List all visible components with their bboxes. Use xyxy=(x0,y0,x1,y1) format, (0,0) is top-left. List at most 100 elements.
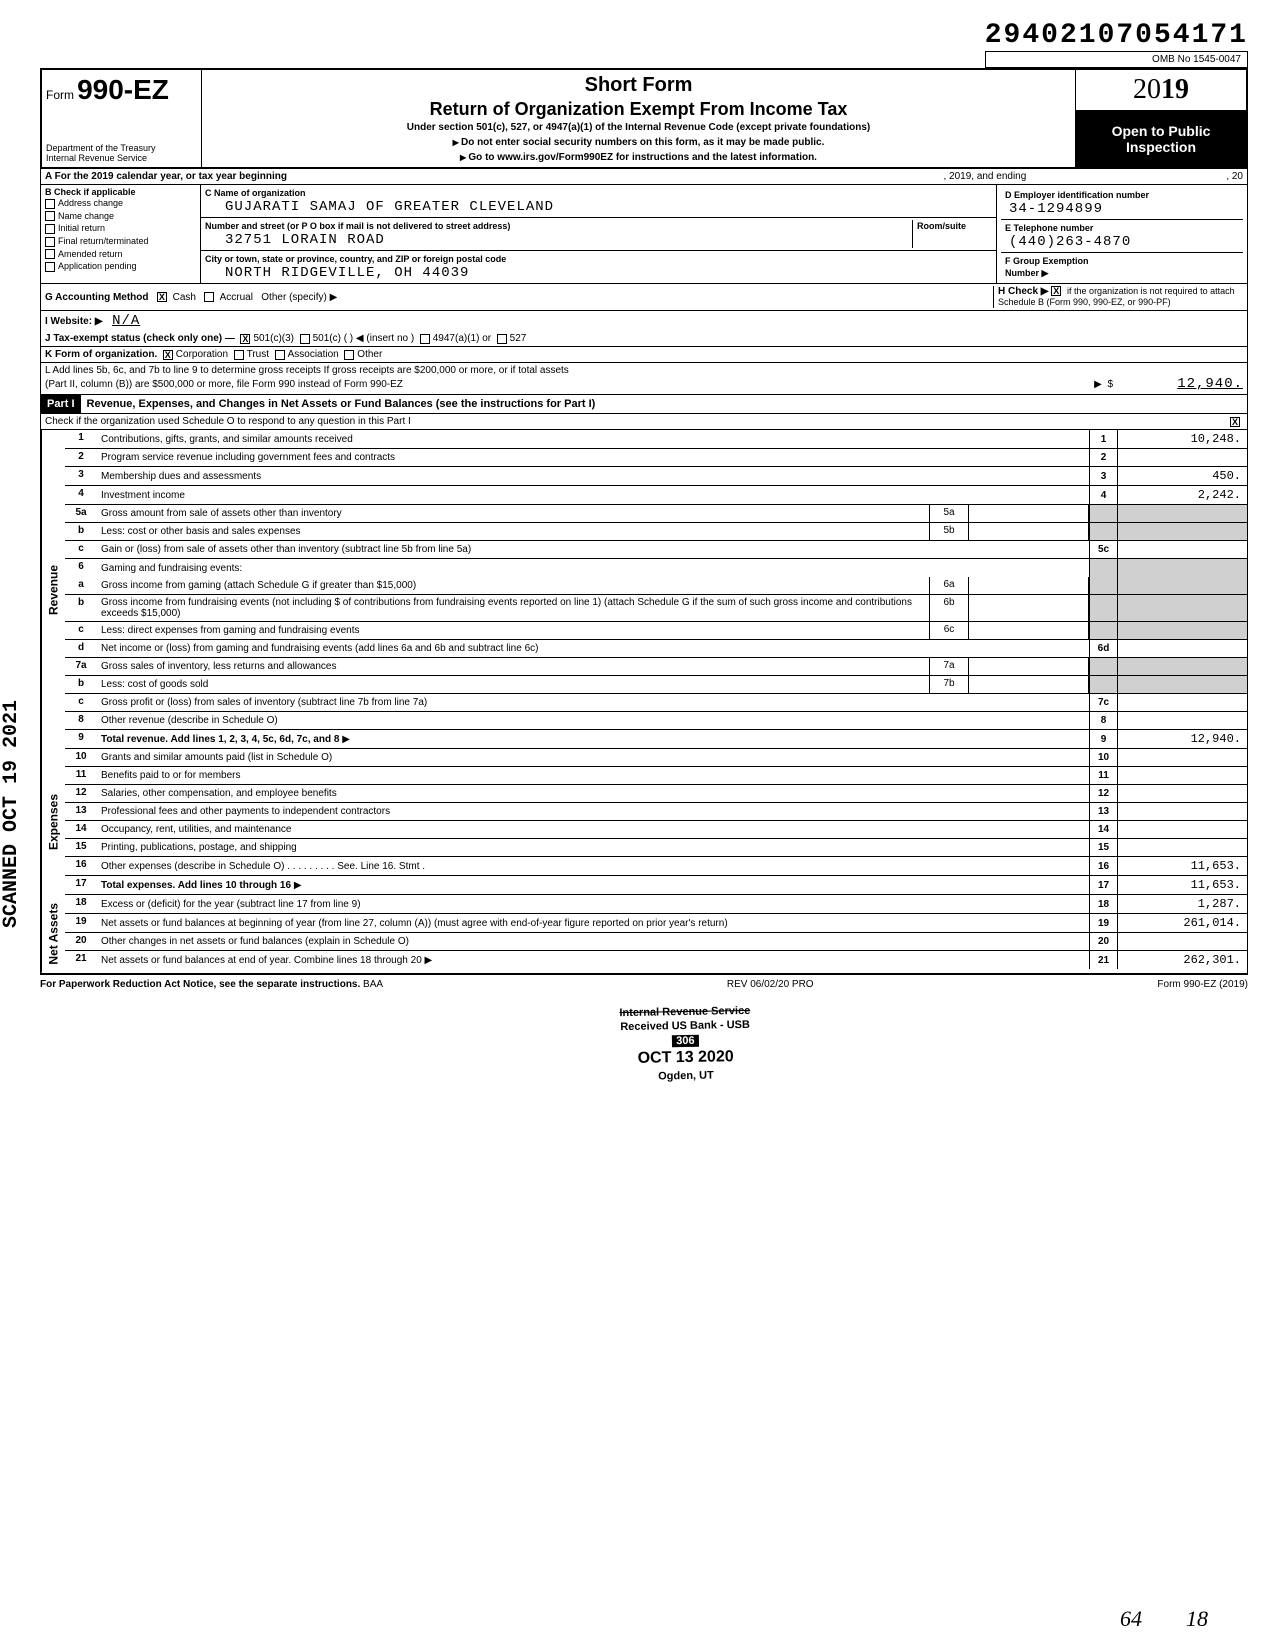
chk-assoc[interactable] xyxy=(275,350,285,360)
title-box: Short Form Return of Organization Exempt… xyxy=(202,70,1076,167)
l-value: 12,940. xyxy=(1113,376,1243,392)
line-12-desc: Salaries, other compensation, and employ… xyxy=(97,785,1089,802)
g-other: Other (specify) ▶ xyxy=(261,292,337,303)
row-a-end: , 20 xyxy=(1226,171,1243,182)
line-20-desc: Other changes in net assets or fund bala… xyxy=(97,933,1089,950)
line-5a-box: 5a xyxy=(929,505,969,522)
row-a-mid: , 2019, and ending xyxy=(943,171,1026,182)
h-label: H Check ▶ xyxy=(998,286,1048,297)
section-def: D Employer identification number 34-1294… xyxy=(997,185,1247,283)
section-b: B Check if applicable Address change Nam… xyxy=(41,185,201,283)
page-foot-right: 18 xyxy=(1186,1606,1208,1631)
row-a-label: A For the 2019 calendar year, or tax yea… xyxy=(45,171,287,182)
j-opt3: 527 xyxy=(510,333,527,344)
chk-527[interactable] xyxy=(497,334,507,344)
chk-part1[interactable] xyxy=(1230,417,1240,427)
line-16-val: 11,653. xyxy=(1117,857,1247,875)
line-17-val: 11,653. xyxy=(1117,876,1247,894)
org-street: 32751 LORAIN ROAD xyxy=(205,232,385,248)
line-6c-box: 6c xyxy=(929,622,969,639)
chk-cash[interactable] xyxy=(157,292,167,302)
chk-final[interactable]: Final return/terminated xyxy=(45,235,196,248)
line-9-desc: Total revenue. Add lines 1, 2, 3, 4, 5c,… xyxy=(101,734,339,745)
part1-title: Revenue, Expenses, and Changes in Net As… xyxy=(81,396,602,412)
scanned-stamp: SCANNED OCT 19 2021 xyxy=(0,700,23,928)
line-5c-val xyxy=(1117,541,1247,558)
irs-l5: Ogden, UT xyxy=(620,1068,751,1085)
chk-h[interactable] xyxy=(1051,286,1061,296)
row-i: I Website: ▶ N/A xyxy=(40,311,1248,331)
part1-label: Part I xyxy=(41,395,81,413)
omb-box: OMB No 1545-0047 xyxy=(985,51,1248,68)
line-17-desc: Total expenses. Add lines 10 through 16 xyxy=(101,880,291,891)
f-label: F Group Exemption xyxy=(1005,256,1089,266)
year-box: 2019 xyxy=(1076,70,1246,111)
line-15-val xyxy=(1117,839,1247,856)
chk-initial[interactable]: Initial return xyxy=(45,222,196,235)
chk-501c3[interactable] xyxy=(240,334,250,344)
expenses-side-label: Expenses xyxy=(41,749,65,895)
chk-other[interactable] xyxy=(344,350,354,360)
chk-501c[interactable] xyxy=(300,334,310,344)
line-4-val: 2,242. xyxy=(1117,486,1247,504)
page-foot: 64 18 xyxy=(1120,1606,1208,1632)
subtitle: Under section 501(c), 527, or 4947(a)(1)… xyxy=(210,122,1067,133)
chk-name[interactable]: Name change xyxy=(45,210,196,223)
line-6a-box: 6a xyxy=(929,577,969,594)
c-addr-label: Number and street (or P O box if mail is… xyxy=(205,221,510,231)
j-opt1: 501(c) ( ) ◀ (insert no ) xyxy=(313,333,415,344)
row-g-h: G Accounting Method Cash Accrual Other (… xyxy=(40,284,1248,311)
irs-l4: OCT 13 2020 xyxy=(620,1047,751,1070)
main-title: Return of Organization Exempt From Incom… xyxy=(210,99,1067,120)
section-c: C Name of organization GUJARATI SAMAJ OF… xyxy=(201,185,997,283)
ein-value: 34-1294899 xyxy=(1005,201,1103,217)
line-7b-box: 7b xyxy=(929,676,969,693)
line-8-desc: Other revenue (describe in Schedule O) xyxy=(97,712,1089,729)
chk-accrual[interactable] xyxy=(204,292,214,302)
footer-baa: BAA xyxy=(363,979,383,990)
c-city-label: City or town, state or province, country… xyxy=(205,254,506,264)
chk-4947[interactable] xyxy=(420,334,430,344)
line-21-desc: Net assets or fund balances at end of ye… xyxy=(101,955,422,966)
line-11-val xyxy=(1117,767,1247,784)
line-6d-desc: Net income or (loss) from gaming and fun… xyxy=(97,640,1089,657)
chk-address[interactable]: Address change xyxy=(45,197,196,210)
line-6-desc: Gaming and fundraising events: xyxy=(97,559,1089,577)
footer-form: Form 990-EZ (2019) xyxy=(1157,979,1248,990)
line-5c-desc: Gain or (loss) from sale of assets other… xyxy=(97,541,1089,558)
room-label: Room/suite xyxy=(917,221,966,231)
line-10-desc: Grants and similar amounts paid (list in… xyxy=(97,749,1089,766)
line-1-desc: Contributions, gifts, grants, and simila… xyxy=(97,430,1089,448)
org-name: GUJARATI SAMAJ OF GREATER CLEVELAND xyxy=(205,199,554,215)
l-text2: (Part II, column (B)) are $500,000 or mo… xyxy=(45,379,1094,390)
line-6b-desc: Gross income from fundraising events (no… xyxy=(97,595,929,621)
line-5a-desc: Gross amount from sale of assets other t… xyxy=(97,505,929,522)
row-l: L Add lines 5b, 6c, and 7b to line 9 to … xyxy=(40,363,1248,395)
line-6b-box: 6b xyxy=(929,595,969,621)
k-label: K Form of organization. xyxy=(45,349,157,360)
chk-amended[interactable]: Amended return xyxy=(45,248,196,261)
chk-trust[interactable] xyxy=(234,350,244,360)
netassets-side-label: Net Assets xyxy=(41,895,65,973)
irs-received-stamp: Internal Revenue Service Received US Ban… xyxy=(619,1004,751,1084)
open-public: Open to Public Inspection xyxy=(1076,111,1246,167)
chk-corp[interactable] xyxy=(163,350,173,360)
line-7a-box: 7a xyxy=(929,658,969,675)
line-2-desc: Program service revenue including govern… xyxy=(97,449,1089,466)
line-9-val: 12,940. xyxy=(1117,730,1247,748)
g-cash: Cash xyxy=(173,292,196,303)
chk-pending[interactable]: Application pending xyxy=(45,260,196,273)
line-16-desc: Other expenses (describe in Schedule O) … xyxy=(97,857,1089,875)
instruction-1: Do not enter social security numbers on … xyxy=(210,137,1067,148)
e-label: E Telephone number xyxy=(1005,223,1093,233)
line-7c-desc: Gross profit or (loss) from sales of inv… xyxy=(97,694,1089,711)
j-label: J Tax-exempt status (check only one) — xyxy=(45,333,235,344)
section-e: E Telephone number (440)263-4870 xyxy=(1001,220,1243,253)
right-box: 2019 Open to Public Inspection xyxy=(1076,70,1246,167)
row-j: J Tax-exempt status (check only one) — 5… xyxy=(40,331,1248,347)
row-a: A For the 2019 calendar year, or tax yea… xyxy=(40,169,1248,185)
line-8-val xyxy=(1117,712,1247,729)
line-13-desc: Professional fees and other payments to … xyxy=(97,803,1089,820)
form-box: Form 990-EZ Department of the Treasury I… xyxy=(42,70,202,167)
line-7c-val xyxy=(1117,694,1247,711)
